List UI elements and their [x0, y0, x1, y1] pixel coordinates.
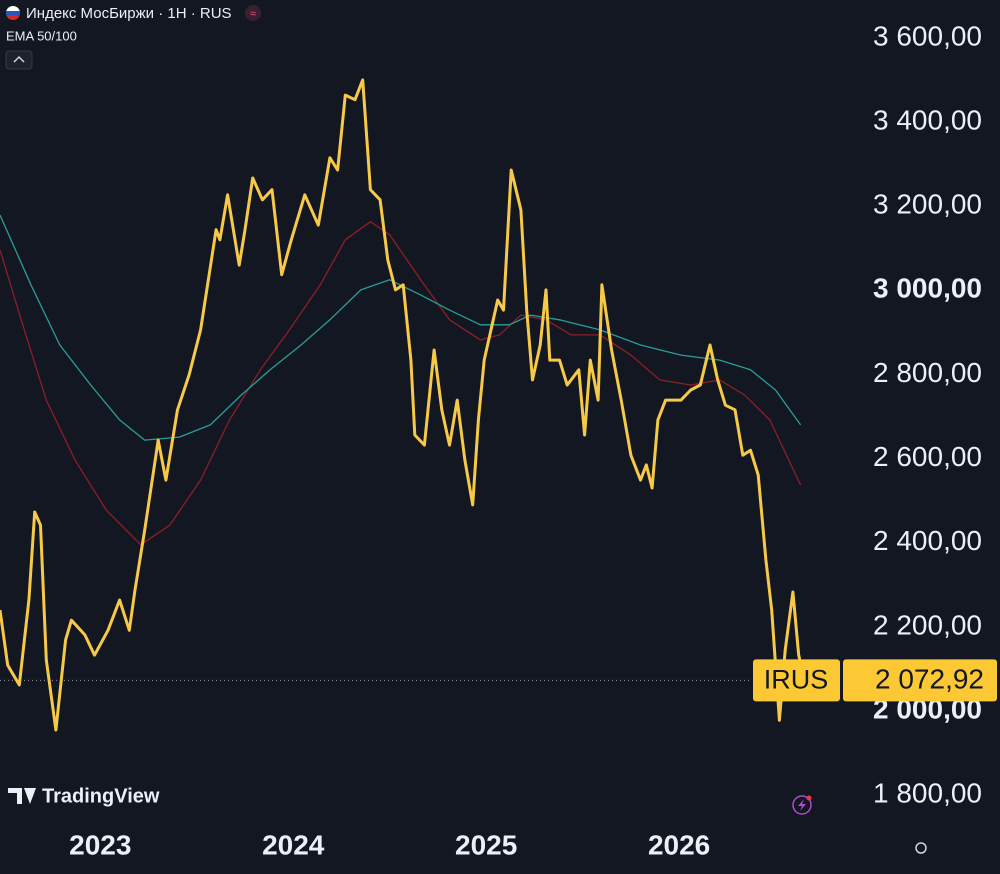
indicator-label: EMA 50/100 — [6, 28, 77, 43]
alert-icon-bolt — [798, 799, 806, 811]
y-tick-label: 3 200,00 — [873, 189, 982, 220]
status-icon: ≈ — [250, 8, 256, 20]
watermark-text: TradingView — [42, 785, 160, 807]
y-tick-label: 3 400,00 — [873, 104, 982, 135]
chart-title: Индекс МосБиржи · 1H · RUS — [26, 5, 232, 22]
price-line — [0, 214, 802, 441]
x-tick-label: 2024 — [262, 829, 325, 860]
y-tick-label: 3 600,00 — [873, 20, 982, 51]
settings-icon[interactable] — [915, 842, 927, 854]
price-line — [0, 78, 806, 732]
price-label: 2 072,92 — [875, 664, 984, 695]
y-tick-label: 2 600,00 — [873, 441, 982, 472]
x-tick-label: 2025 — [455, 829, 517, 860]
price-tag — [843, 659, 997, 702]
collapse-button[interactable] — [5, 50, 33, 70]
price-line — [0, 221, 802, 546]
y-tick-label: 1 800,00 — [873, 778, 982, 809]
collapse-icon — [13, 55, 25, 63]
y-tick-label: 2 400,00 — [873, 525, 982, 556]
plot-area: 1 800,002 000,002 200,002 400,002 600,00… — [0, 20, 982, 860]
flag-icon — [6, 6, 20, 20]
y-tick-label: 3 000,00 — [873, 273, 982, 304]
ticker-label: IRUS — [764, 664, 829, 694]
watermark: TradingView — [8, 785, 160, 807]
y-tick-label: 2 200,00 — [873, 609, 982, 640]
watermark-logo — [8, 788, 36, 804]
x-tick-label: 2023 — [69, 829, 131, 860]
x-tick-label: 2026 — [648, 829, 710, 860]
alert-dot — [806, 795, 812, 801]
status-icon — [245, 5, 261, 21]
ticker-tag — [753, 659, 840, 702]
alert-icon[interactable] — [792, 795, 812, 815]
y-tick-label: 2 800,00 — [873, 357, 982, 388]
